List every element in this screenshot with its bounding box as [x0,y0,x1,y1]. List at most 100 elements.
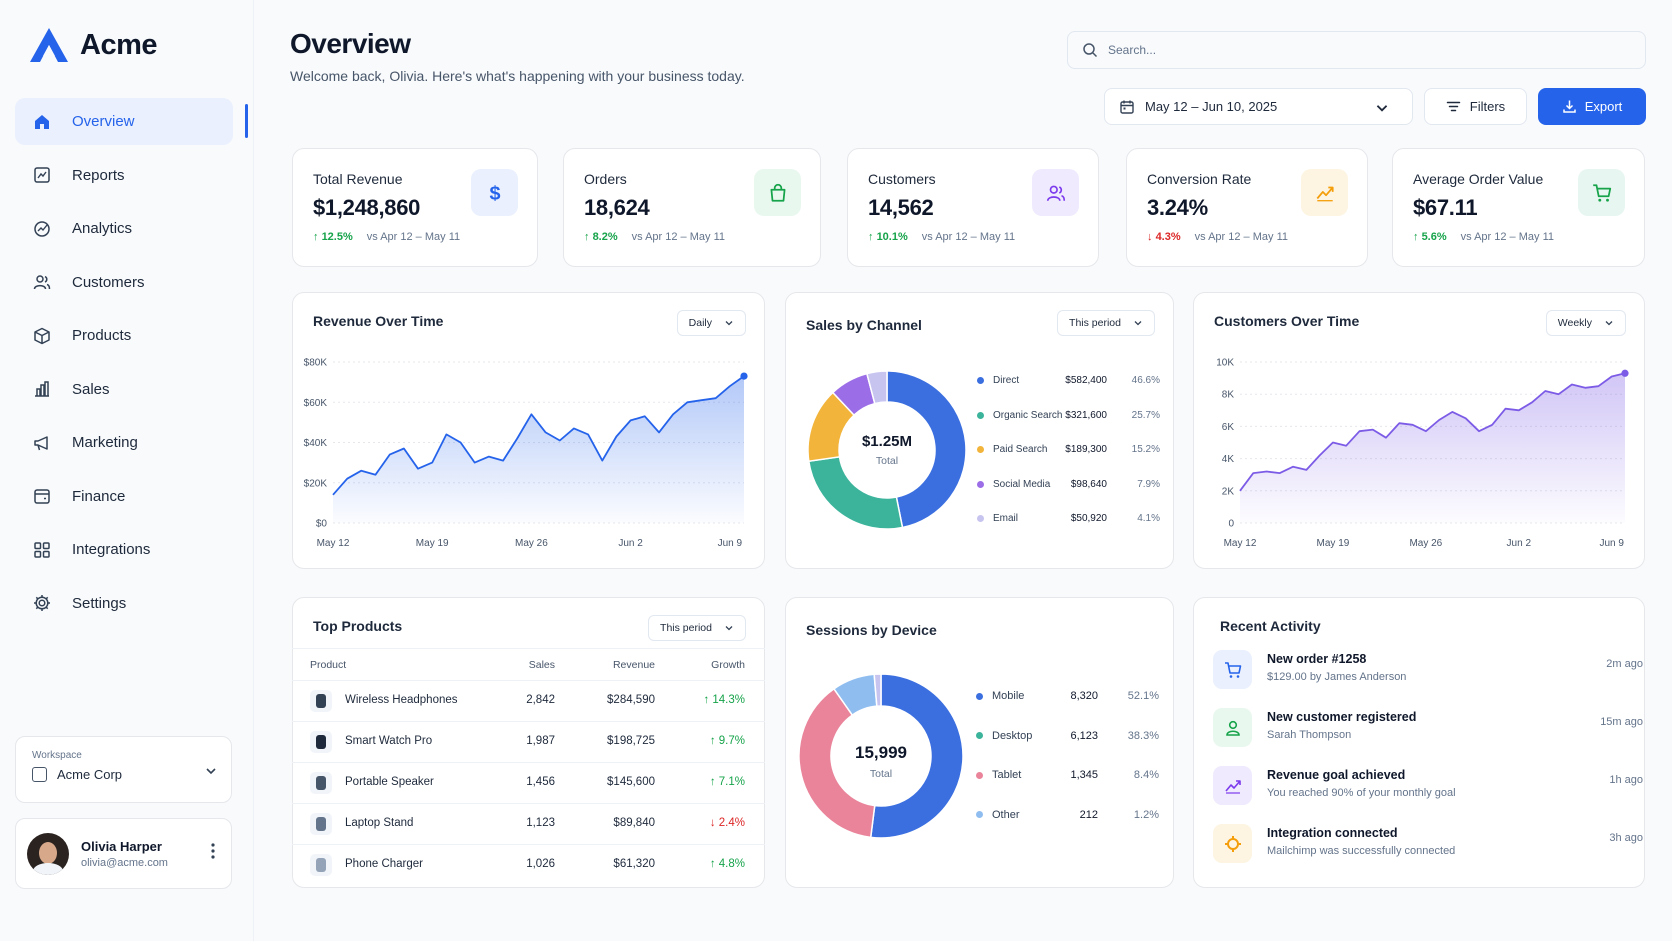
chevron-down-icon[interactable] [205,765,217,780]
revenue-granularity-dropdown[interactable]: Daily [676,310,746,336]
y-tick-label: 0 [1228,519,1234,530]
x-tick-label: May 26 [1409,538,1442,549]
table-row[interactable]: Laptop Stand 1,123 $89,840 ↓ 2.4% [292,803,765,844]
product-revenue: $198,725 [607,735,655,747]
legend-label: Mobile [992,690,1025,702]
top-products-period-dropdown[interactable]: This period [648,615,746,641]
legend-label: Other [992,808,1020,821]
trend-icon [1316,186,1334,201]
legend-item: Mobile 8,320 52.1% [976,690,1163,702]
customers-granularity-dropdown[interactable]: Weekly [1545,310,1626,336]
search-bar[interactable] [1067,31,1646,69]
donut-slice-mobile[interactable] [869,673,964,839]
page-subtitle: Welcome back, Olivia. Here's what's happ… [290,68,745,84]
kpi-card-average-order-value[interactable]: Average Order Value $67.11 ↑ 5.6% vs Apr… [1392,148,1645,267]
workspace-icon [32,767,47,782]
kpi-icon-badge [1578,169,1625,216]
sales-channel-period-dropdown[interactable]: This period [1057,310,1155,336]
donut-slice-other[interactable] [873,673,882,707]
recent-activity-card: Recent Activity [1193,597,1645,888]
reports-icon [32,165,52,185]
activity-item[interactable]: Integration connected Mailchimp was succ… [1213,824,1643,872]
kpi-value: 3.24% [1147,195,1208,220]
analytics-icon [34,220,50,237]
product-name: Wireless Headphones [345,694,458,706]
workspace-switcher[interactable]: Workspace Acme Corp [15,736,232,803]
legend-item: Paid Search $189,300 15.2% [977,444,1162,455]
cart-icon [1224,661,1241,678]
filters-button[interactable]: Filters [1424,88,1527,125]
sidebar-item-overview[interactable]: Overview [15,98,233,145]
table-row[interactable]: Smart Watch Pro 1,987 $198,725 ↑ 9.7% [292,721,765,762]
user-profile[interactable]: Olivia Harper olivia@acme.com [15,818,232,889]
kpi-icon-badge: $ [471,169,518,216]
search-input[interactable] [1108,43,1588,57]
reports-icon [34,167,50,183]
export-button[interactable]: Export [1538,88,1646,125]
kpi-delta: 12.5% [321,231,353,243]
legend-percent: 52.1% [1127,690,1159,702]
legend-percent: 8.4% [1133,769,1159,781]
table-row[interactable]: Phone Charger 1,026 $61,320 ↑ 4.8% [292,844,765,885]
sidebar-item-integrations[interactable]: Integrations [15,526,233,573]
x-tick-label: May 26 [515,538,548,549]
kpi-card-total-revenue[interactable]: Total Revenue $1,248,860 ↑ 12.5% vs Apr … [292,148,538,267]
sidebar-item-label: Customers [72,273,145,291]
box-icon [34,327,50,344]
kpi-card-orders[interactable]: Orders 18,624 ↑ 8.2% vs Apr 12 – May 11 [563,148,821,267]
sidebar-item-finance[interactable]: Finance [15,473,233,520]
legend-item: Tablet 1,345 8.4% [976,769,1163,781]
table-row[interactable]: Wireless Headphones 2,842 $284,590 ↑ 14.… [292,680,765,721]
brand[interactable]: Acme [28,26,158,64]
sidebar-item-customers[interactable]: Customers [15,259,233,306]
product-revenue: $61,320 [613,858,655,870]
donut-center-label: Total [875,455,899,467]
sidebar-item-reports[interactable]: Reports [15,152,233,199]
home-icon [35,114,49,129]
legend-label: Paid Search [993,444,1048,455]
kpi-label: Orders [584,171,627,187]
arrow-up-icon: ↑ [313,231,319,243]
activity-item[interactable]: Revenue goal achieved You reached 90% of… [1213,766,1643,814]
chevron-down-icon [1605,321,1613,326]
legend-label: Direct [993,375,1020,386]
date-range-picker[interactable]: May 12 – Jun 10, 2025 [1104,88,1413,125]
legend-percent: 15.2% [1131,444,1160,455]
sidebar-item-label: Products [72,327,132,344]
sidebar-item-sales[interactable]: Sales [15,366,233,413]
donut-slice-direct[interactable] [886,370,967,529]
sidebar-item-products[interactable]: Products [15,312,233,359]
sidebar-item-label: Settings [72,594,127,612]
legend-label: Email [993,513,1019,524]
sidebar-item-settings[interactable]: Settings [15,580,233,627]
activity-item[interactable]: New customer registered Sarah Thompson 1… [1213,708,1643,756]
sidebar-item-marketing[interactable]: Marketing [15,419,233,466]
chevron-down-icon [725,321,733,326]
product-sales: 1,987 [526,735,555,747]
search-icon [1083,43,1098,58]
more-options-icon[interactable] [211,843,215,859]
kpi-delta: 4.3% [1155,231,1181,243]
product-sales: 2,842 [526,694,555,706]
donut-slice-desktop[interactable] [798,687,876,839]
x-tick-label: Jun 9 [1599,538,1624,549]
column-header: Sales [528,659,555,671]
product-thumbnail [310,731,332,753]
donut-slice-email[interactable] [865,370,888,405]
y-tick-label: $0 [316,519,328,530]
kpi-card-conversion-rate[interactable]: Conversion Rate 3.24% ↓ 4.3% vs Apr 12 –… [1126,148,1368,267]
kpi-card-customers[interactable]: Customers 14,562 ↑ 10.1% vs Apr 12 – May… [847,148,1099,267]
legend-swatch [976,811,983,818]
column-header: Revenue [612,659,655,671]
kpi-label: Conversion Rate [1147,171,1252,187]
table-row[interactable]: Portable Speaker 1,456 $145,600 ↑ 7.1% [292,762,765,803]
activity-icon-badge [1213,766,1252,805]
sidebar-item-analytics[interactable]: Analytics [15,205,233,252]
bar-chart-icon [32,379,52,399]
filters-label: Filters [1469,99,1506,114]
activity-time: 1h ago [1609,774,1643,786]
donut-slice-organic-search[interactable] [807,455,904,530]
activity-item[interactable]: New order #1258 $129.00 by James Anderso… [1213,650,1643,698]
legend-swatch [976,771,983,779]
dropdown-value: Weekly [1557,317,1592,329]
